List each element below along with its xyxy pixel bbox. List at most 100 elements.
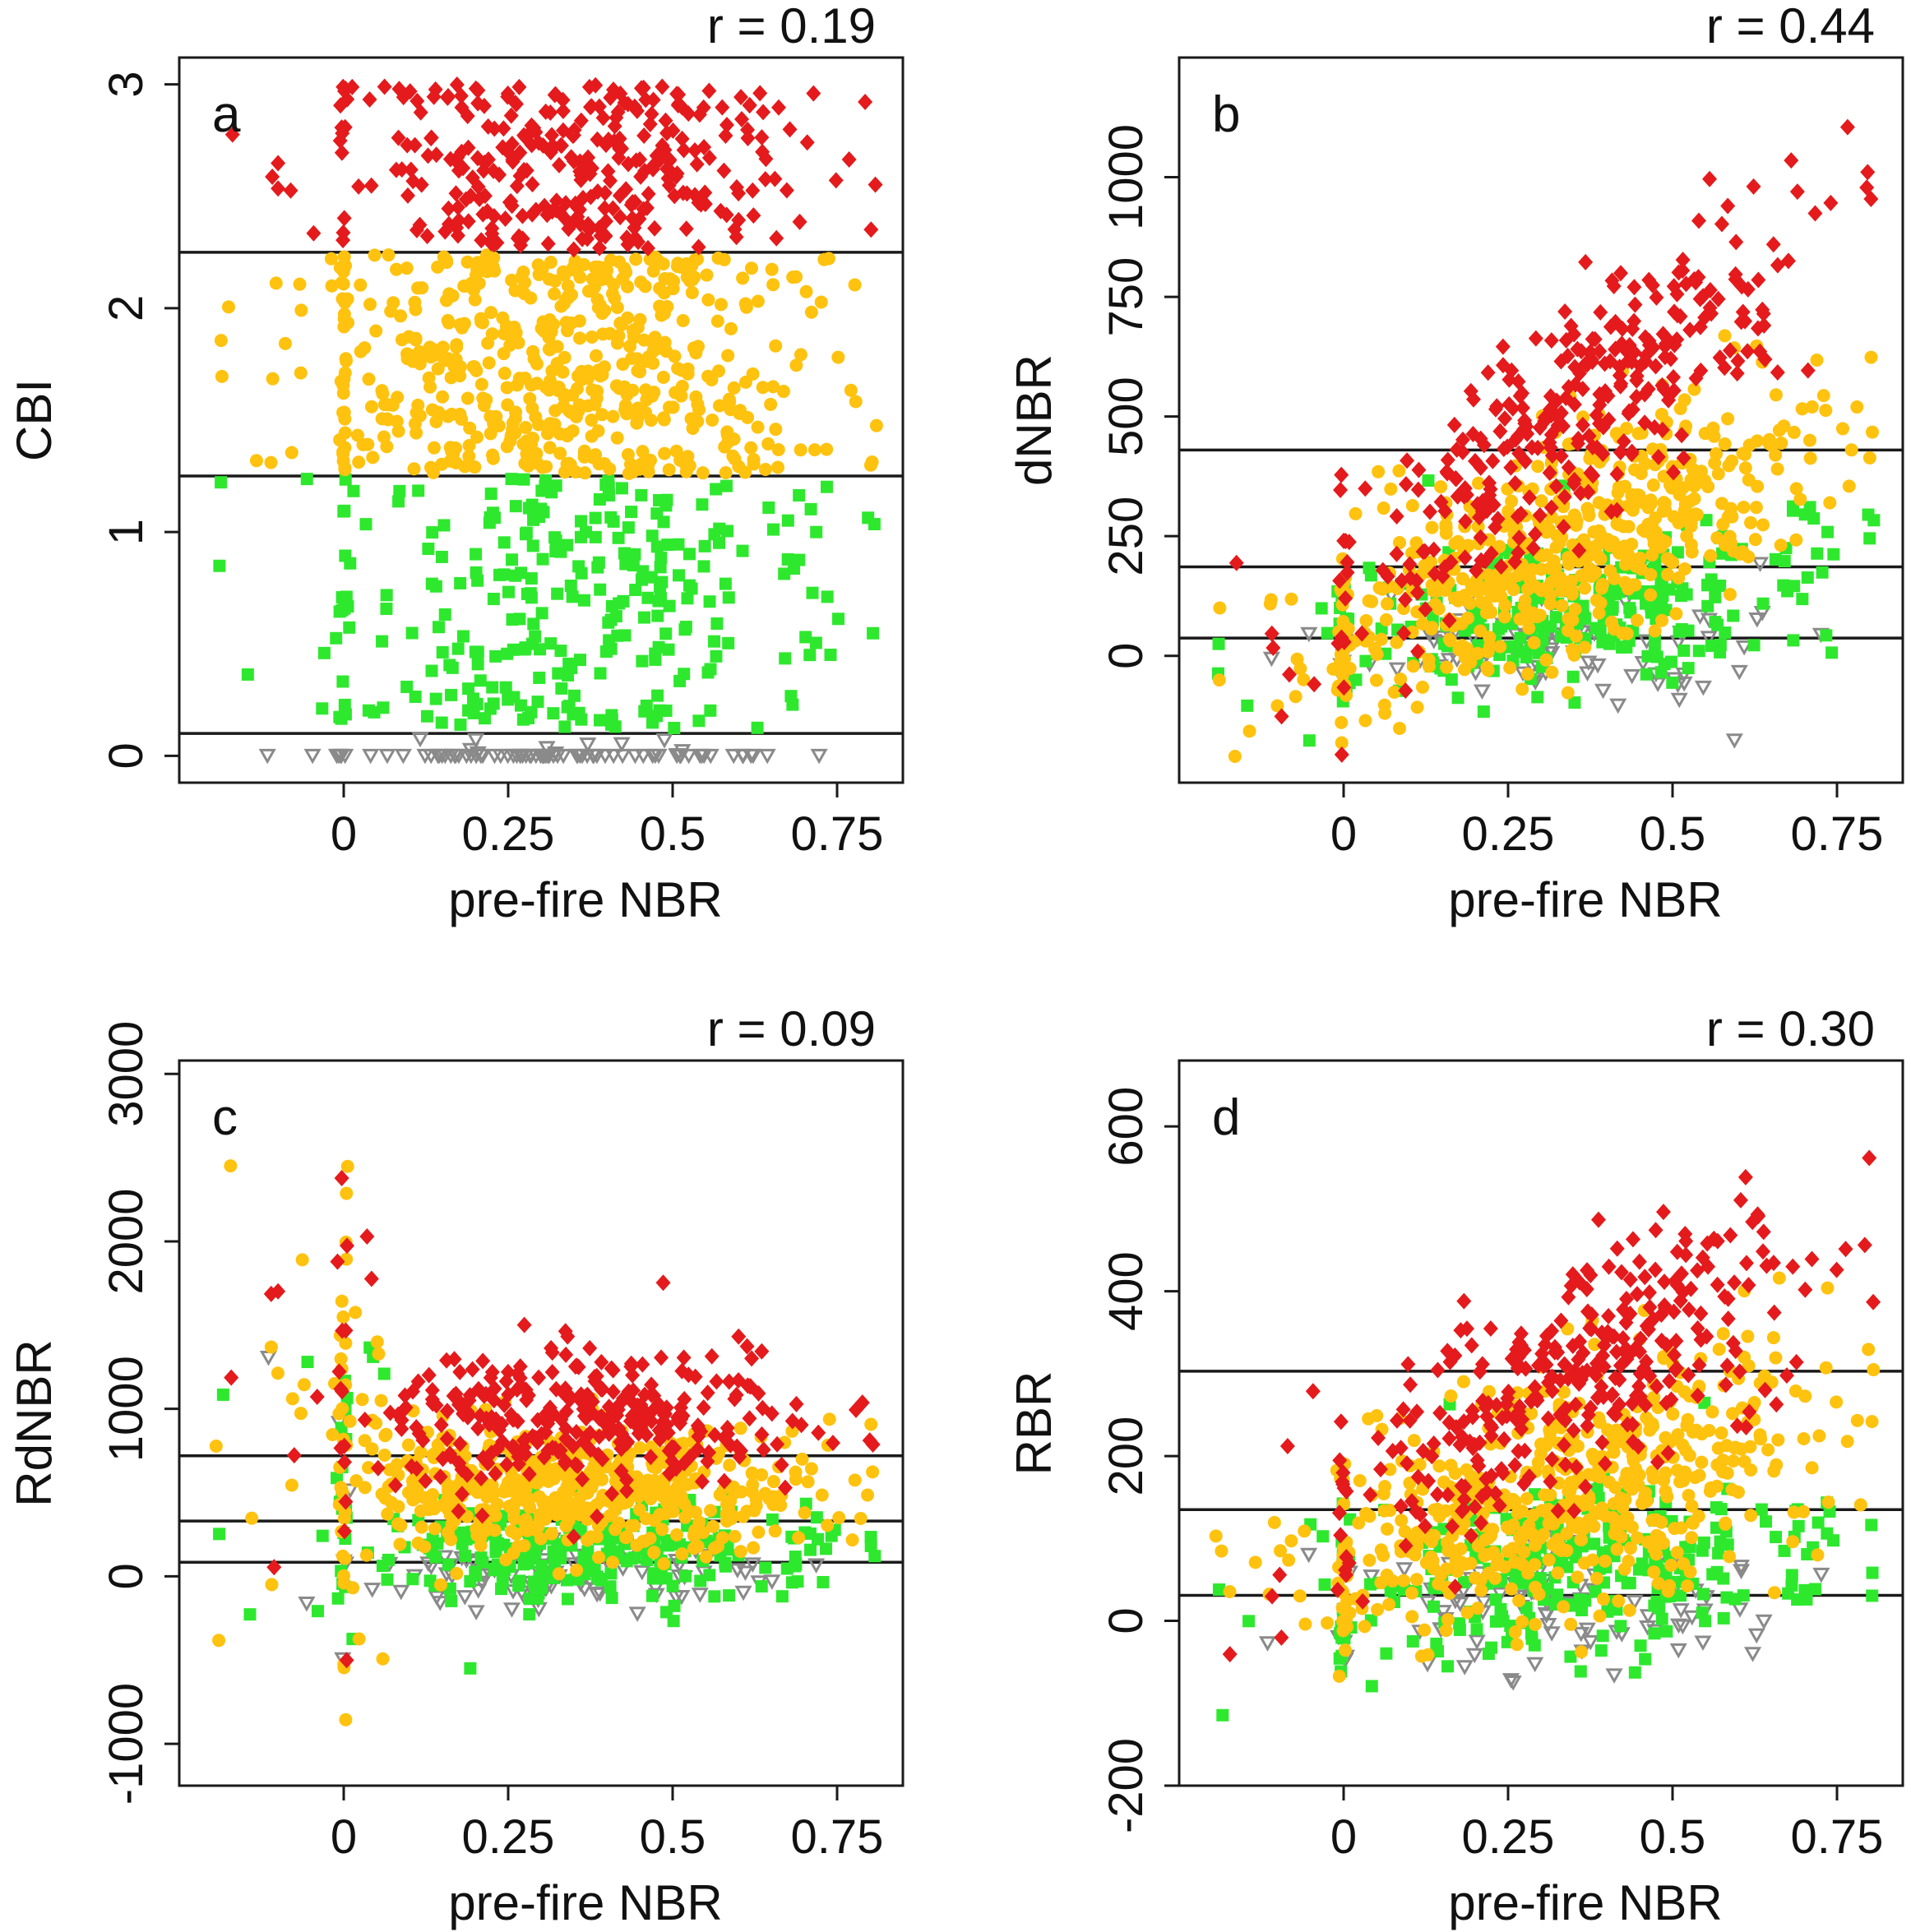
point-c-956	[541, 1465, 555, 1479]
point-b-850	[1525, 562, 1539, 576]
point-a-822	[736, 271, 750, 285]
point-a-393	[700, 268, 714, 282]
point-b-1218	[1516, 421, 1532, 438]
point-b-957	[1569, 518, 1583, 532]
point-c-469	[801, 1475, 815, 1489]
point-a-983	[503, 107, 519, 124]
point-a-1161	[606, 81, 622, 99]
point-c-566	[789, 1472, 803, 1486]
point-a-1022	[734, 111, 750, 128]
point-a-462	[610, 431, 624, 445]
point-a-807	[325, 279, 339, 293]
point-a-947	[751, 420, 765, 434]
point-d-962	[1467, 1499, 1483, 1516]
point-a-290	[400, 680, 414, 693]
point-b-12	[1617, 594, 1635, 610]
point-a-897	[711, 364, 725, 378]
point-b-853	[1544, 575, 1558, 589]
point-c-371	[605, 1592, 618, 1605]
point-c-958	[372, 1347, 386, 1361]
point-d-932	[1504, 1495, 1518, 1509]
point-a-536	[450, 338, 464, 352]
point-c-645	[785, 1424, 799, 1438]
point-a-993	[592, 239, 608, 257]
point-a-526	[710, 314, 724, 328]
point-c-936	[335, 1402, 349, 1416]
point-b-899	[1367, 641, 1381, 655]
point-c-120	[804, 1543, 817, 1556]
point-a-917	[215, 369, 229, 383]
point-c-1128	[418, 1472, 433, 1490]
point-c-1103	[340, 1237, 355, 1255]
point-c-946	[485, 1481, 499, 1495]
point-a-958	[377, 430, 391, 444]
point-a-1076	[701, 82, 717, 99]
point-a-381	[454, 576, 467, 589]
y-tick-label-a-2: 2	[99, 295, 153, 321]
point-a-1023	[799, 134, 815, 151]
point-a-936	[337, 320, 351, 334]
point-b-1235	[1717, 359, 1733, 377]
point-a-933	[446, 289, 460, 303]
point-c-1078	[357, 1411, 372, 1428]
point-c-9	[736, 1565, 754, 1582]
point-b-1084	[1473, 459, 1488, 476]
point-c-863	[726, 1509, 740, 1523]
point-a-798	[266, 372, 280, 386]
point-b-978	[1765, 236, 1781, 253]
point-c-274	[496, 1574, 509, 1588]
point-c-1298	[558, 1431, 574, 1448]
point-c-481	[633, 1441, 647, 1455]
point-d-21	[1300, 1547, 1318, 1564]
point-c-1144	[589, 1508, 604, 1525]
point-a-741	[352, 455, 366, 469]
point-b-935	[1468, 580, 1482, 594]
point-b-1168	[1621, 404, 1636, 422]
point-c-1280	[579, 1403, 595, 1421]
point-c-905	[358, 1481, 372, 1495]
point-c-1258	[521, 1387, 536, 1404]
point-c-185	[803, 1527, 817, 1540]
point-d-634	[1614, 1530, 1628, 1544]
point-d-777	[1520, 1491, 1534, 1505]
point-d-786	[1526, 1509, 1540, 1523]
point-a-141	[641, 591, 655, 604]
point-a-1091	[460, 139, 476, 156]
point-a-274	[497, 568, 511, 581]
point-a-1264	[641, 239, 656, 257]
point-b-981	[1281, 666, 1297, 683]
point-a-1207	[598, 213, 613, 230]
point-b-56	[1594, 683, 1613, 700]
point-a-1232	[669, 86, 685, 103]
point-a-955	[337, 250, 351, 264]
y-tick-label-b-4: 1000	[1099, 124, 1153, 230]
point-b-1044	[1702, 170, 1718, 187]
point-c-1219	[492, 1421, 507, 1439]
point-c-695	[728, 1529, 742, 1543]
point-d-597	[1405, 1610, 1419, 1624]
point-c-1203	[694, 1473, 710, 1491]
point-c-492	[335, 1294, 349, 1308]
point-b-1239	[1456, 485, 1472, 502]
point-a-299	[867, 626, 880, 640]
point-a-496	[548, 274, 562, 288]
point-b-327	[1692, 645, 1705, 658]
point-b-1162	[1528, 330, 1543, 347]
point-a-175	[710, 617, 724, 630]
point-d-296	[1614, 1620, 1627, 1633]
point-d-739	[1609, 1519, 1623, 1533]
point-a-240	[507, 643, 520, 656]
point-a-544	[508, 284, 522, 298]
x-tick-label-a-3: 0.75	[791, 807, 884, 861]
point-c-1212	[576, 1433, 591, 1450]
point-b-1025	[1389, 507, 1404, 525]
point-a-1272	[782, 121, 798, 138]
point-b-470	[1498, 599, 1512, 612]
point-a-1293	[538, 103, 553, 120]
point-a-411	[744, 261, 758, 275]
point-a-469	[804, 305, 818, 319]
point-a-817	[603, 462, 617, 476]
point-c-948	[552, 1567, 566, 1581]
point-d-799	[1659, 1431, 1673, 1444]
point-a-1277	[572, 153, 588, 170]
